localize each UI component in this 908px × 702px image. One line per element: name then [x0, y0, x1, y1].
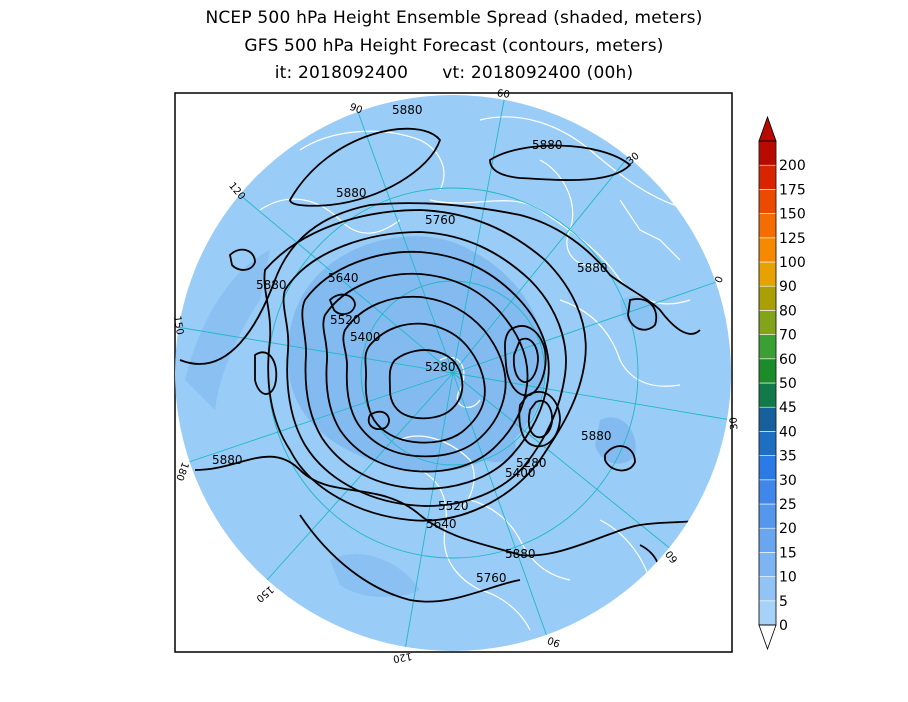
- meridian-label: 90: [348, 102, 364, 117]
- meridian-label: 150: [171, 315, 185, 336]
- colorbar-swatch: [758, 164, 777, 190]
- colorbar-swatch: [758, 285, 777, 311]
- height-contours: [179, 127, 721, 603]
- colorbar-label: 175: [779, 182, 806, 198]
- meridian-label: 120: [392, 650, 413, 664]
- contour-labels: 5880 5880 5880 5880 5880 5880 5880 5880 …: [212, 103, 612, 585]
- colorbar-label: 50: [779, 376, 797, 392]
- chart-subtitle: GFS 500 hPa Height Forecast (contours, m…: [244, 36, 664, 56]
- contour-label: 5280: [516, 456, 547, 470]
- colorbar-label: 35: [779, 449, 797, 465]
- colorbar-max-arrow: [758, 115, 777, 142]
- contour-label: 5760: [476, 571, 507, 585]
- meridian-label: 60: [496, 88, 510, 101]
- colorbar-swatch: [758, 358, 777, 384]
- colorbar-label: 5: [779, 594, 788, 610]
- contour-label: 5400: [350, 330, 381, 344]
- contour-label: 5880: [336, 186, 367, 200]
- colorbar: 0 5 10 15 20 25 30 35 40 45 50 60 70 80 90 100 125 150 175…: [758, 115, 806, 651]
- colorbar-label: 150: [779, 207, 806, 223]
- contour-label: 5760: [425, 213, 456, 227]
- contour-label: 5520: [438, 499, 469, 513]
- colorbar-swatch: [758, 406, 777, 432]
- colorbar-label: 80: [779, 303, 797, 319]
- colorbar-label: 20: [779, 521, 797, 537]
- colorbar-swatch: [758, 334, 777, 360]
- contour-label: 5640: [426, 517, 457, 531]
- colorbar-swatch: [758, 455, 777, 481]
- colorbar-label: 200: [779, 158, 806, 174]
- colorbar-label: 70: [779, 328, 797, 344]
- valid-time: vt: 2018092400 (00h): [442, 63, 634, 83]
- colorbar-label: 0: [779, 618, 788, 634]
- graticule: [176, 95, 731, 651]
- colorbar-swatch: [758, 310, 777, 335]
- contour-label: 5880: [212, 453, 243, 467]
- colorbar-swatch: [758, 503, 777, 529]
- time-line: it: 2018092400 vt: 2018092400 (00h): [0, 63, 908, 83]
- colorbar-swatch: [758, 140, 777, 166]
- contour-label: 5400: [505, 466, 536, 480]
- colorbar-swatch: [758, 552, 777, 577]
- colorbar-label: 45: [779, 400, 797, 416]
- colorbar-swatch: [758, 189, 777, 214]
- contour-label: 5880: [505, 547, 536, 561]
- contour-label: 5520: [330, 313, 361, 327]
- colorbar-label: 40: [779, 424, 797, 440]
- colorbar-label: 90: [779, 279, 797, 295]
- colorbar-label: 10: [779, 570, 797, 586]
- contour-label: 5880: [256, 278, 287, 292]
- contour-label: 5880: [532, 138, 563, 152]
- colorbar-label: 25: [779, 497, 797, 513]
- meridian-label: 90: [546, 634, 562, 649]
- chart-title: NCEP 500 hPa Height Ensemble Spread (sha…: [205, 8, 703, 28]
- init-time: it: 2018092400: [274, 63, 409, 83]
- colorbar-outline: [758, 140, 777, 626]
- contour-label: 5280: [425, 360, 456, 374]
- colorbar-swatch: [758, 237, 777, 263]
- colorbar-swatch: [758, 527, 777, 553]
- colorbar-swatch: [758, 600, 777, 626]
- colorbar-label: 100: [779, 255, 806, 271]
- meridian-label: 30: [728, 417, 740, 431]
- colorbar-label: 125: [779, 231, 806, 247]
- contour-label: 5880: [392, 103, 423, 117]
- colorbar-swatch: [758, 479, 777, 505]
- colorbar-swatch: [758, 382, 777, 408]
- contour-label: 5880: [577, 261, 608, 275]
- colorbar-swatch: [758, 576, 777, 602]
- colorbar-swatch: [758, 213, 777, 239]
- contour-label: 5880: [581, 429, 612, 443]
- colorbar-swatch: [758, 431, 777, 456]
- colorbar-swatch: [758, 261, 777, 287]
- contour-label: 5640: [328, 271, 359, 285]
- colorbar-label: 15: [779, 545, 797, 561]
- meridian-label: 0: [713, 275, 726, 285]
- colorbar-label: 60: [779, 352, 797, 368]
- colorbar-label: 30: [779, 473, 797, 489]
- colorbar-min-arrow: [758, 624, 777, 651]
